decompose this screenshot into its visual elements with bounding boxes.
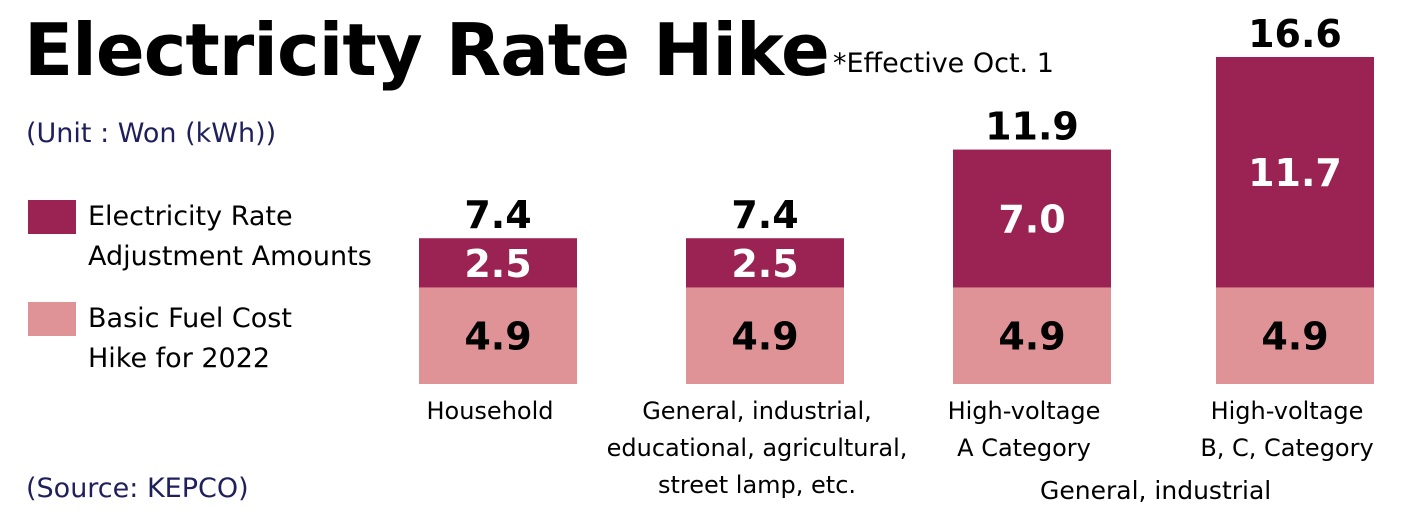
data-label-adjustment-0: 2.5 xyxy=(464,242,531,286)
category-label-0-0: Household xyxy=(426,397,553,425)
total-label-1: 7.4 xyxy=(731,193,798,237)
effective-date-note: *Effective Oct. 1 xyxy=(833,48,1054,79)
total-label-2: 11.9 xyxy=(985,105,1079,149)
legend-swatch-adjustment xyxy=(28,200,76,234)
data-label-adjustment-1: 2.5 xyxy=(731,242,798,286)
data-label-fuel-0: 4.9 xyxy=(464,315,531,359)
data-label-adjustment-3: 11.7 xyxy=(1248,151,1342,195)
bar-adjustment-0 xyxy=(419,238,577,288)
data-label-fuel-1: 4.9 xyxy=(731,315,798,359)
data-label-fuel-2: 4.9 xyxy=(998,315,1065,359)
category-label-2-0: High-voltage xyxy=(948,397,1101,425)
bar-adjustment-2 xyxy=(953,149,1111,288)
legend-label-adjustment: Electricity Rate Adjustment Amounts xyxy=(88,201,372,272)
category-label-3-0: High-voltage xyxy=(1211,397,1364,425)
category-label-1-1: educational, agricultural, xyxy=(607,434,908,462)
data-label-fuel-3: 4.9 xyxy=(1261,315,1328,359)
category-label-1-2: street lamp, etc. xyxy=(658,471,856,499)
total-label-0: 7.4 xyxy=(464,193,531,237)
category-label-1-0: General, industrial, xyxy=(642,397,872,425)
bar-fuel-1 xyxy=(686,287,844,384)
bar-fuel-3 xyxy=(1216,287,1374,384)
bar-fuel-2 xyxy=(953,287,1111,384)
chart-title: Electricity Rate Hike xyxy=(24,8,830,92)
total-label-3: 16.6 xyxy=(1248,12,1342,56)
category-label-3-1: B, C, Category xyxy=(1200,434,1373,462)
bar-adjustment-1 xyxy=(686,238,844,288)
source-note: (Source: KEPCO) xyxy=(26,473,249,504)
data-label-adjustment-2: 7.0 xyxy=(998,198,1065,242)
bar-fuel-0 xyxy=(419,287,577,384)
group-label-general-industrial: General, industrial xyxy=(1040,476,1272,505)
category-label-2-1: A Category xyxy=(957,434,1091,462)
legend-label-fuel: Basic Fuel Cost Hike for 2022 xyxy=(88,303,292,374)
bar-adjustment-3 xyxy=(1216,56,1374,288)
unit-label: (Unit : Won (kWh)) xyxy=(26,118,277,149)
legend-swatch-fuel xyxy=(28,302,76,336)
